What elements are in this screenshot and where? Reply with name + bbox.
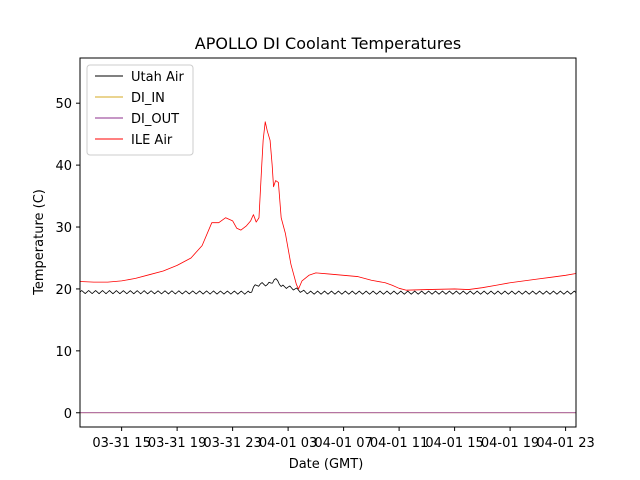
chart-title: APOLLO DI Coolant Temperatures <box>195 34 461 53</box>
x-axis-label: Date (GMT) <box>289 457 364 472</box>
series-line-ile-air <box>79 121 577 291</box>
y-tick-label: 20 <box>55 283 72 298</box>
y-tick-label: 40 <box>55 159 72 174</box>
x-tick-label: 03-31 23 <box>203 436 261 451</box>
y-tick-label: 10 <box>55 345 72 360</box>
x-tick-label: 03-31 15 <box>92 436 150 451</box>
y-tick-label: 30 <box>55 221 72 236</box>
y-tick-label: 50 <box>55 97 72 112</box>
legend-box <box>86 64 194 156</box>
legend-label: DI_OUT <box>131 112 179 127</box>
x-tick-label: 04-01 07 <box>314 436 372 451</box>
legend-label: ILE Air <box>131 133 173 148</box>
plot-frame <box>79 57 577 428</box>
x-tick-label: 03-31 19 <box>148 436 206 451</box>
series-line-utah-air <box>79 278 577 295</box>
x-tick-label: 04-01 23 <box>536 436 594 451</box>
x-tick-label: 04-01 15 <box>425 436 483 451</box>
y-tick-label: 0 <box>64 407 72 422</box>
x-tick-label: 04-01 03 <box>259 436 317 451</box>
y-axis-label: Temperature (C) <box>32 189 47 296</box>
series-layer <box>79 121 577 414</box>
legend: Utah Air DI_IN DI_OUT ILE Air <box>86 64 194 156</box>
legend-label: DI_IN <box>131 91 165 106</box>
x-tick-label: 04-01 19 <box>481 436 539 451</box>
legend-label: Utah Air <box>131 70 184 85</box>
x-tick-label: 04-01 11 <box>370 436 428 451</box>
